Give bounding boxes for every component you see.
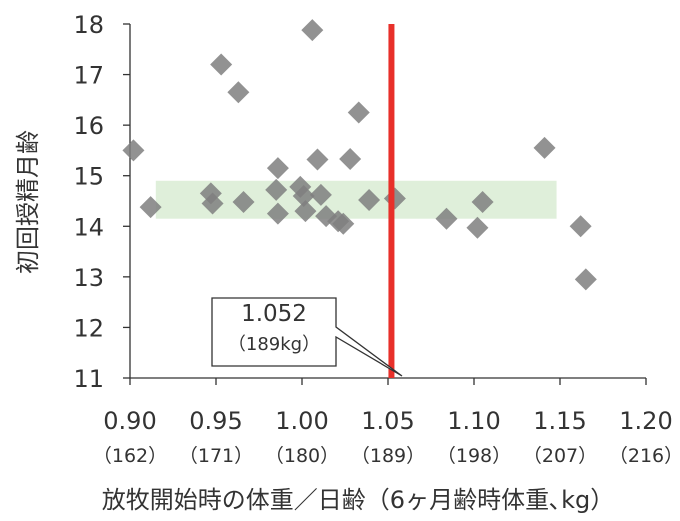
- x-tick-label: 1.05: [361, 407, 414, 435]
- y-tick-label: 12: [73, 314, 104, 342]
- data-point: [347, 101, 370, 124]
- data-point: [435, 207, 458, 230]
- y-tick-label: 14: [73, 213, 104, 241]
- data-point: [569, 215, 592, 238]
- y-tick-label: 11: [73, 365, 104, 393]
- x-tick-label: 1.15: [533, 407, 586, 435]
- x-tick-label: 1.10: [447, 407, 500, 435]
- data-point: [471, 191, 494, 214]
- data-point: [122, 139, 145, 162]
- x-tick-sublabel: （216）: [609, 445, 680, 467]
- data-point: [266, 157, 289, 180]
- data-point: [301, 19, 324, 42]
- data-point: [294, 200, 317, 223]
- data-point: [574, 268, 597, 291]
- x-tick-label: 0.95: [189, 407, 242, 435]
- y-tick-label: 16: [73, 112, 104, 140]
- data-point: [466, 216, 489, 239]
- data-point: [306, 148, 329, 171]
- x-tick-sublabel: （171）: [179, 445, 253, 467]
- data-point: [232, 191, 255, 214]
- y-tick-label: 18: [73, 11, 104, 39]
- threshold-annotation: 1.052 （189kg）: [211, 297, 403, 377]
- data-point: [227, 81, 250, 104]
- data-point: [292, 184, 315, 207]
- data-point: [210, 53, 233, 76]
- x-tick-sublabel: （162）: [93, 445, 167, 467]
- callout-value: 1.052: [241, 301, 307, 327]
- data-points: [122, 19, 597, 291]
- data-point: [139, 196, 162, 219]
- tick-labels: 11 12 13 14 15 16 17 18 0.90 （162） 0.95 （171） 1.00 （1…: [73, 11, 680, 467]
- data-point: [309, 183, 332, 206]
- x-tick-label: 1.00: [275, 407, 328, 435]
- data-point: [265, 178, 288, 201]
- y-tick-label: 13: [73, 264, 104, 292]
- x-tick-sublabel: （180）: [265, 445, 339, 467]
- y-axis-title: 初回授精月齢: [14, 130, 42, 274]
- data-point: [339, 148, 362, 171]
- callout-box: [211, 297, 403, 377]
- data-point: [332, 212, 355, 235]
- data-point: [533, 136, 556, 159]
- x-tick-sublabel: （198）: [437, 445, 511, 467]
- y-tick-label: 17: [73, 62, 104, 90]
- data-point: [201, 192, 224, 215]
- x-tick-sublabel: （207）: [523, 445, 597, 467]
- x-axis-title: 放牧開始時の体重／日齢（6ヶ月齢時体重､kg）: [102, 486, 614, 514]
- callout-weight: （189kg）: [228, 334, 320, 355]
- data-point: [358, 188, 381, 211]
- data-point: [266, 202, 289, 225]
- y-tick-label: 15: [73, 163, 104, 191]
- x-tick-label: 1.20: [619, 407, 672, 435]
- x-tick-sublabel: （189）: [351, 445, 425, 467]
- x-tick-label: 0.90: [103, 407, 156, 435]
- axes: [123, 23, 647, 385]
